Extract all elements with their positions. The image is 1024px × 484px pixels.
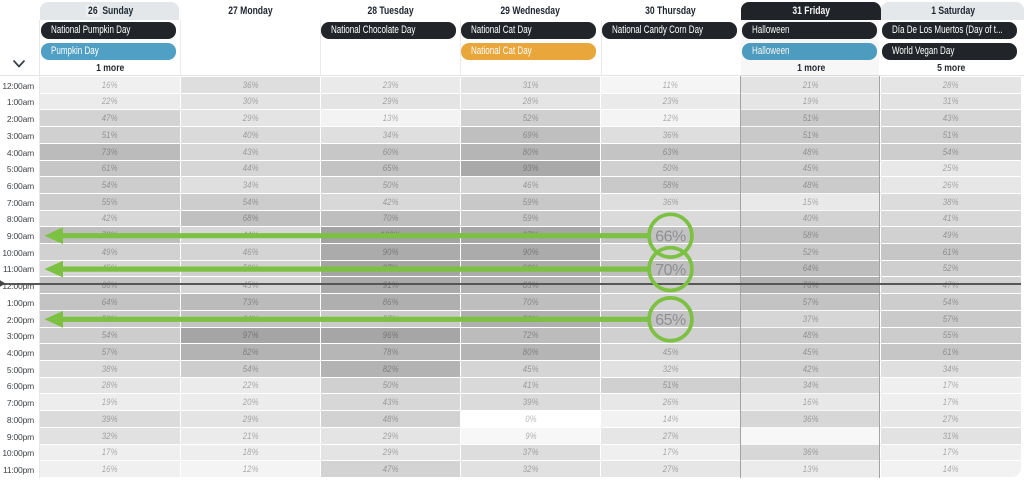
svg-text:70%: 70%	[655, 262, 686, 279]
svg-text:65%: 65%	[655, 312, 686, 329]
svg-text:66%: 66%	[655, 229, 686, 246]
